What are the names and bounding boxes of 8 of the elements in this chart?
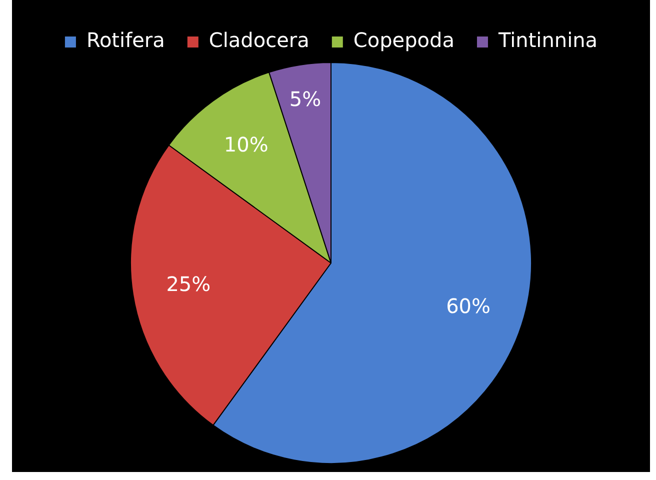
data-label: 10% bbox=[224, 132, 268, 156]
legend-label: Rotifera bbox=[86, 28, 165, 52]
legend-label: Cladocera bbox=[208, 28, 310, 52]
data-label: 5% bbox=[289, 86, 322, 111]
data-label: 60% bbox=[446, 294, 491, 318]
legend-label: Copepoda bbox=[353, 28, 454, 52]
data-label: 25% bbox=[166, 272, 211, 296]
legend-label: Tintinnina bbox=[497, 28, 598, 52]
